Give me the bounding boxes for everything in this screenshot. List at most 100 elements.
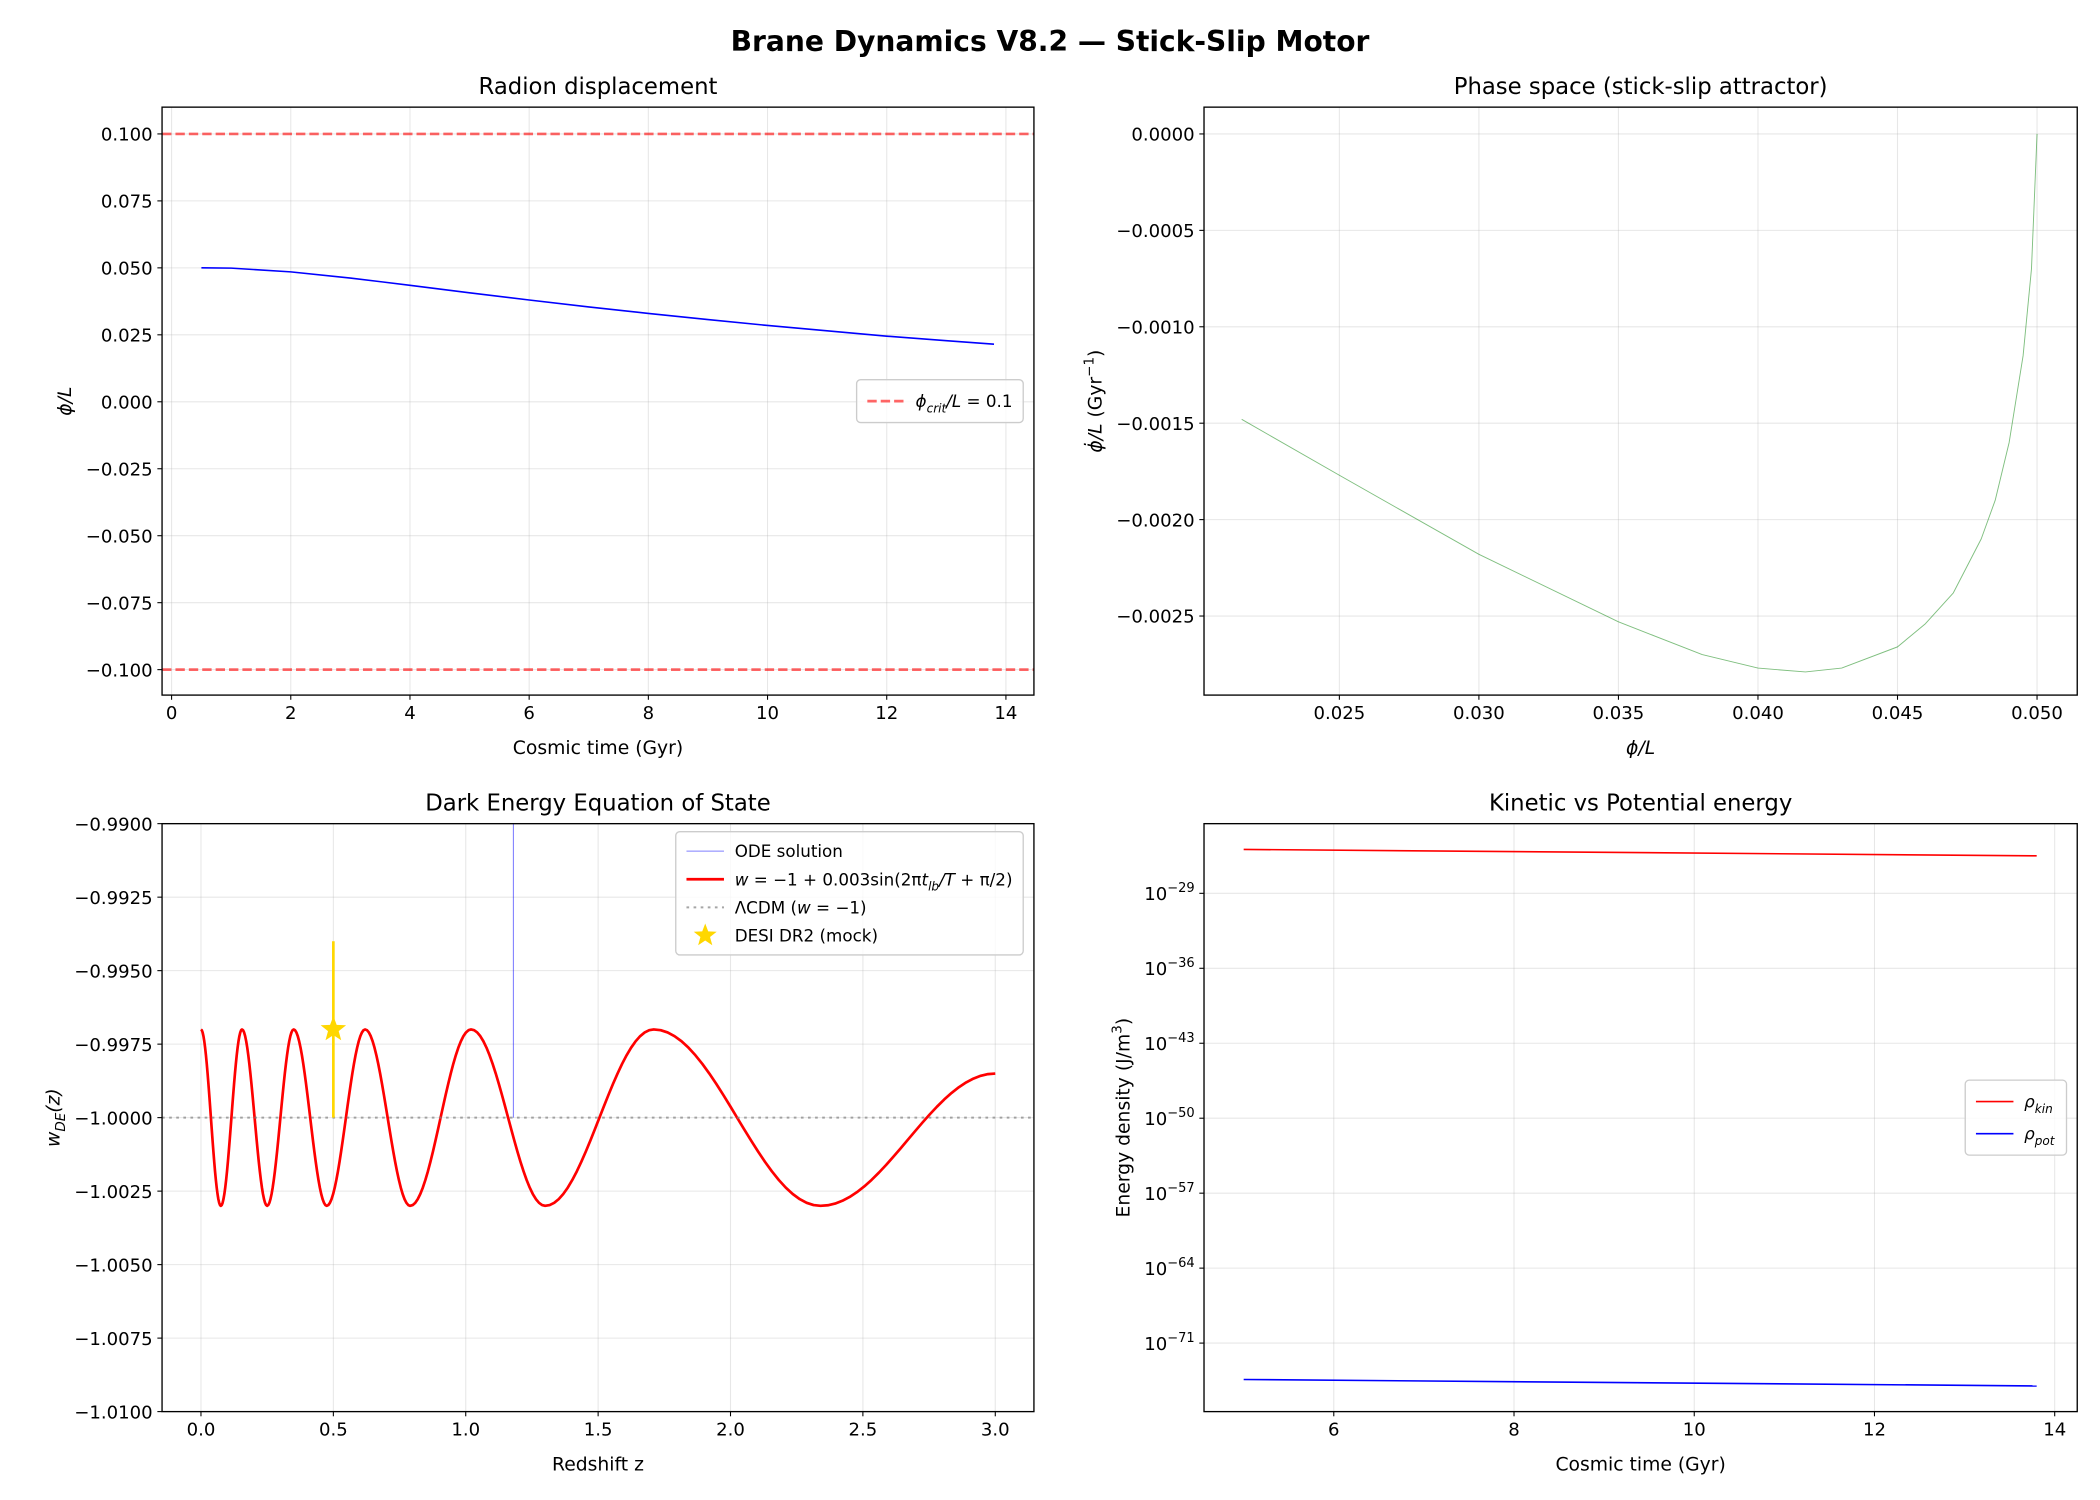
- y-tick-label: −0.9900: [74, 814, 152, 835]
- y-tick-label: −0.9950: [74, 961, 152, 982]
- text-segment: −57: [1167, 1181, 1194, 1196]
- text-segment: (Gyr: [1086, 377, 1107, 424]
- y-tick-label: −1.0100: [74, 1402, 152, 1423]
- text-segment: −71: [1167, 1331, 1194, 1346]
- y-tick-label: −0.9925: [74, 888, 152, 909]
- subplot-title: Kinetic vs Potential energy: [1489, 790, 1792, 816]
- x-tick-label: 8: [643, 703, 655, 724]
- x-tick-label: 0: [166, 703, 178, 724]
- x-tick-label: 14: [2043, 1420, 2066, 1441]
- series-curve-1: [200, 1028, 996, 1208]
- x-tick-label: 0.030: [1453, 703, 1505, 724]
- text-segment: Redshift z: [552, 1455, 644, 1476]
- text-segment: = −1): [811, 897, 867, 917]
- y-tick-label: 10−29: [1144, 881, 1194, 905]
- legend-label: ϕcrit/L = 0.1: [916, 391, 1013, 415]
- text-segment: w: [735, 869, 749, 889]
- y-tick-label: 0.000: [101, 392, 153, 413]
- legend-label: DESI DR2 (mock): [735, 926, 878, 946]
- legend-star-icon: [693, 923, 717, 946]
- text-segment: Kinetic vs Potential energy: [1489, 790, 1792, 816]
- y-tick-label: 10−36: [1144, 956, 1194, 980]
- text-segment: w: [44, 1131, 65, 1147]
- x-axis-label: Cosmic time (Gyr): [1555, 1455, 1725, 1476]
- plot-area: [1243, 848, 2037, 1387]
- y-tick-label: −0.0010: [1116, 317, 1194, 338]
- text-segment: 10: [1144, 1259, 1167, 1280]
- x-axis-label: Redshift z: [552, 1455, 644, 1476]
- text-segment: Radion displacement: [479, 74, 718, 100]
- legend: ϕcrit/L = 0.1: [855, 379, 1024, 424]
- subplot-2: 0.025 0.030 0.035 0.040 0.045 0.050 0.0000 −0.0…: [1081, 74, 2078, 759]
- y-tick-label: 0.075: [101, 192, 153, 213]
- legend-label: ρkin: [2024, 1092, 2053, 1116]
- series-line-0: [1241, 133, 2038, 673]
- y-tick-label: 10−71: [1144, 1331, 1194, 1355]
- legend-box: [1964, 1079, 2068, 1156]
- y-tick-label: 10−64: [1144, 1256, 1194, 1280]
- y-tick-label: 10−43: [1144, 1031, 1194, 1055]
- text-segment: ): [1113, 1018, 1134, 1025]
- series-line-0: [1243, 848, 2037, 857]
- axes-frame: [161, 822, 1035, 1413]
- text-segment: 3: [1109, 1025, 1125, 1034]
- text-segment: DE: [53, 1112, 69, 1131]
- axes-frame: [161, 106, 1035, 696]
- x-tick-label: 12: [1863, 1420, 1886, 1441]
- x-tick-label: 6: [523, 703, 535, 724]
- text-segment: −29: [1167, 881, 1194, 896]
- text-segment: t: [922, 869, 930, 889]
- text-segment: ϕ/L: [55, 387, 76, 416]
- subplot-title: Radion displacement: [479, 74, 718, 100]
- x-tick-label: 8: [1508, 1420, 1520, 1441]
- text-segment: ): [1086, 350, 1107, 357]
- text-segment: crit: [927, 402, 948, 416]
- text-segment: Cosmic time (Gyr): [1555, 1455, 1725, 1476]
- text-segment: −64: [1167, 1256, 1194, 1271]
- x-tick-label: 1.0: [451, 1420, 480, 1441]
- text-segment: w: [797, 897, 811, 917]
- x-axis-label: Cosmic time (Gyr): [513, 738, 683, 759]
- text-segment: pot: [2034, 1134, 2056, 1148]
- y-tick-label: −1.0000: [74, 1108, 152, 1129]
- y-tick-label: −0.075: [86, 593, 153, 614]
- series-line-1: [201, 267, 995, 345]
- text-segment: ϕ/L: [1626, 738, 1655, 759]
- figure-title: Brane Dynamics V8.2 — Stick-Slip Motor: [731, 25, 1370, 58]
- subplot-4: 6 8 10 12 1410−2910−3610−4310−5010−5710−6410…: [1109, 790, 2078, 1476]
- x-axis-label: ϕ/L: [1626, 738, 1655, 759]
- text-segment: 10: [1144, 884, 1167, 905]
- subplot-1: 0 2 4 6 8 10 12 14 0.100 0.075 0.050 0.025 0.000 −0.0…: [55, 74, 1035, 759]
- y-tick-label: −0.0015: [1116, 414, 1194, 435]
- y-tick-label: −1.0075: [74, 1329, 152, 1350]
- y-tick-label: −0.050: [86, 526, 153, 547]
- y-tick-label: 10−57: [1144, 1181, 1194, 1205]
- text-segment: /L: [944, 391, 961, 411]
- legend-label: ΛCDM (w = −1): [735, 897, 867, 917]
- text-segment: −36: [1167, 956, 1194, 971]
- text-segment: −50: [1167, 1106, 1194, 1121]
- x-tick-label: 2: [285, 703, 297, 724]
- text-segment: ρ: [2024, 1092, 2035, 1112]
- plot-area: [162, 823, 1034, 1208]
- y-tick-label: −1.0025: [74, 1182, 152, 1203]
- x-tick-label: 4: [404, 703, 416, 724]
- text-segment: (z): [44, 1088, 65, 1112]
- x-tick-label: 1.5: [584, 1420, 613, 1441]
- x-tick-label: 6: [1328, 1420, 1340, 1441]
- text-segment: 10: [1144, 1034, 1167, 1055]
- text-segment: 10: [1144, 1109, 1167, 1130]
- axes-container: 0 2 4 6 8 10 12 14 0.100 0.075 0.050 0.025 0.000 −0.0…: [44, 74, 2078, 1476]
- text-segment: 10: [1144, 1184, 1167, 1205]
- x-tick-label: 10: [756, 703, 779, 724]
- text-segment: ϕ: [916, 391, 927, 411]
- x-tick-label: 0.0: [187, 1420, 216, 1441]
- text-segment: DESI DR2 (mock): [735, 926, 878, 946]
- text-segment: = 0.1: [961, 391, 1012, 411]
- text-segment: /: [937, 869, 947, 889]
- axes-frame: [1203, 106, 2078, 696]
- legend: ODE solution w = −1 + 0.003sin(2πtlb/T + …: [675, 831, 1024, 956]
- y-tick-label: −0.0020: [1116, 510, 1194, 531]
